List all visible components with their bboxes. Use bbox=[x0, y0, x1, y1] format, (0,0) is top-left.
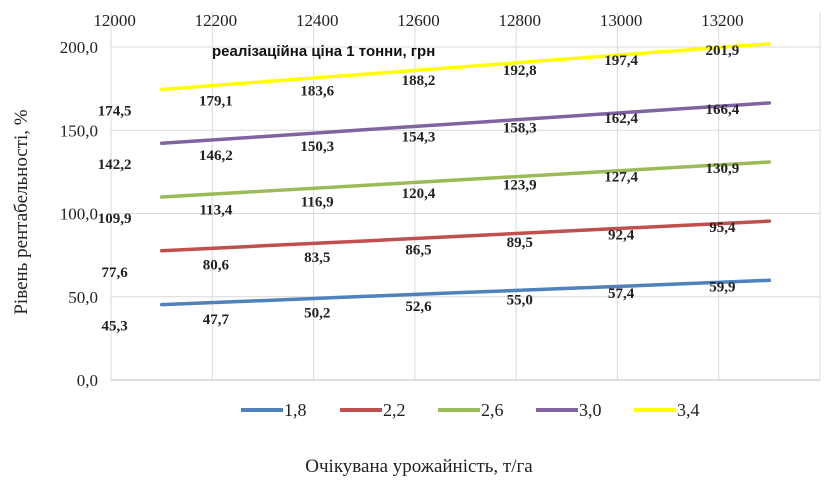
series-lines bbox=[159, 42, 772, 307]
data-label: 183,6 bbox=[300, 83, 334, 99]
data-label: 120,4 bbox=[402, 186, 436, 202]
legend-label: 3,4 bbox=[677, 400, 700, 420]
y-tick-label: 150,0 bbox=[60, 121, 98, 140]
series-line-2 bbox=[159, 160, 772, 199]
data-label: 192,8 bbox=[503, 63, 537, 79]
x-tick-label: 12600 bbox=[397, 11, 440, 30]
data-label: 150,3 bbox=[300, 139, 334, 155]
series-line-1 bbox=[159, 219, 772, 253]
data-label: 201,9 bbox=[705, 43, 739, 59]
data-label: 142,2 bbox=[98, 157, 132, 173]
x-tick-label: 12200 bbox=[195, 11, 238, 30]
x-tick-labels: 12000 12200 12400 12600 12800 13000 13200 bbox=[93, 11, 743, 30]
data-label: 166,4 bbox=[705, 102, 739, 118]
data-label: 158,3 bbox=[503, 120, 537, 136]
y-tick-label: 100,0 bbox=[60, 205, 98, 224]
data-label: 77,6 bbox=[102, 265, 129, 281]
data-label: 50,2 bbox=[304, 305, 330, 321]
data-label: 188,2 bbox=[402, 73, 436, 89]
data-label: 174,5 bbox=[98, 103, 132, 119]
data-label: 154,3 bbox=[402, 130, 436, 146]
data-label: 109,9 bbox=[98, 211, 132, 227]
data-label: 146,2 bbox=[199, 148, 233, 164]
price-annotation: реалізаційна ціна 1 тонни, грн bbox=[212, 43, 435, 60]
data-label: 197,4 bbox=[604, 53, 638, 69]
data-label: 95,4 bbox=[709, 220, 736, 236]
data-label: 47,7 bbox=[203, 312, 230, 328]
data-label: 92,4 bbox=[608, 228, 635, 244]
y-tick-label: 200,0 bbox=[60, 38, 98, 57]
data-label: 127,4 bbox=[604, 169, 638, 185]
x-tick-label: 12000 bbox=[93, 11, 136, 30]
legend-label: 2,6 bbox=[481, 400, 504, 420]
y-tick-label: 0,0 bbox=[77, 371, 98, 390]
data-label: 123,9 bbox=[503, 178, 537, 194]
y-axis-title: Рівень рентабельності, % bbox=[11, 109, 32, 314]
data-label: 59,9 bbox=[709, 279, 735, 295]
legend-label: 2,2 bbox=[383, 400, 406, 420]
legend: 1,8 2,2 2,6 3,0 3,4 bbox=[241, 400, 700, 420]
y-tick-labels: 0,0 50,0 100,0 150,0 200,0 bbox=[60, 38, 98, 390]
x-tick-label: 13000 bbox=[600, 11, 643, 30]
data-label: 80,6 bbox=[203, 257, 230, 273]
series-line-3 bbox=[159, 101, 772, 145]
data-label: 89,5 bbox=[507, 235, 533, 251]
data-label: 55,0 bbox=[507, 292, 533, 308]
legend-label: 3,0 bbox=[579, 400, 602, 420]
data-label: 45,3 bbox=[102, 319, 128, 335]
data-label: 162,4 bbox=[604, 111, 638, 127]
x-tick-label: 12800 bbox=[499, 11, 542, 30]
data-label: 83,5 bbox=[304, 250, 330, 266]
series-line-0 bbox=[159, 278, 772, 307]
gridlines bbox=[110, 12, 821, 381]
x-tick-label: 13200 bbox=[701, 11, 744, 30]
data-label: 57,4 bbox=[608, 286, 635, 302]
data-labels: 45,3 47,7 50,2 52,6 55,0 57,4 59,9 77,6 80,6 83,5… bbox=[98, 43, 740, 335]
data-label: 52,6 bbox=[405, 299, 432, 315]
legend-label: 1,8 bbox=[284, 400, 307, 420]
data-label: 86,5 bbox=[405, 242, 431, 258]
y-tick-label: 50,0 bbox=[68, 288, 98, 307]
data-label: 113,4 bbox=[199, 203, 232, 219]
x-axis-title: Очікувана урожайність, т/га bbox=[305, 456, 533, 477]
data-label: 130,9 bbox=[705, 161, 739, 177]
data-label: 179,1 bbox=[199, 93, 233, 109]
data-label: 116,9 bbox=[301, 194, 334, 210]
x-tick-label: 12400 bbox=[296, 11, 339, 30]
series-line-4 bbox=[159, 42, 772, 92]
